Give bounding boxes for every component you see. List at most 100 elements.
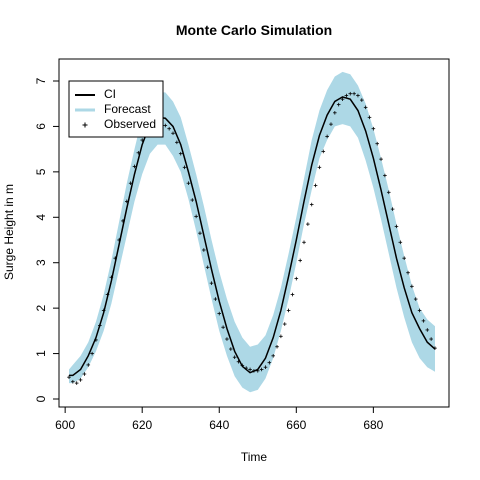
legend-label-observed: Observed: [104, 117, 156, 131]
observed-point: [344, 93, 349, 98]
observed-point: [306, 222, 310, 226]
observed-point: [78, 378, 83, 382]
x-tick-label: 600: [55, 418, 75, 432]
observed-point: [363, 105, 368, 110]
y-tick-label: 0: [34, 395, 48, 402]
observed-point: [425, 328, 430, 332]
axes-layer: 600 620 640 660 680 0 1 2 3 4 5 6 7: [34, 58, 450, 432]
observed-point: [279, 334, 283, 339]
plot-frame: [58, 58, 450, 408]
y-axis-label: Surge Height in m: [2, 184, 16, 280]
observed-point: [98, 323, 102, 328]
observed-point: [236, 359, 241, 364]
observed-point: [86, 363, 91, 367]
ci-line-layer: [69, 96, 436, 377]
observed-point: [413, 297, 418, 301]
observed-point: [90, 351, 94, 356]
observed-point: [302, 240, 306, 245]
chart-title: Monte Carlo Simulation: [176, 22, 332, 38]
observed-point: [217, 311, 222, 316]
observed-point: [321, 149, 326, 154]
observed-point: [294, 276, 299, 281]
observed-point: [317, 165, 322, 170]
observed-point: [113, 256, 118, 260]
observed-point: [367, 115, 372, 120]
observed-point: [171, 131, 175, 136]
observed-point: [421, 319, 426, 323]
observed-point: [136, 150, 141, 155]
observed-point: [124, 199, 129, 204]
observed-point: [410, 284, 414, 289]
observed-point: [178, 151, 183, 156]
observed-point: [375, 141, 380, 146]
observed-point: [313, 183, 318, 188]
observed-point: [163, 123, 168, 128]
legend-label-ci: CI: [104, 87, 116, 101]
observed-point: [282, 322, 287, 326]
observed-point: [186, 181, 191, 186]
x-tick-label: 640: [209, 418, 229, 432]
observed-point: [383, 173, 387, 178]
observed-point: [182, 165, 187, 170]
observed-point: [329, 122, 333, 126]
observed-point: [333, 111, 337, 115]
observed-point: [267, 360, 272, 365]
observed-point: [248, 367, 252, 372]
y-tick-label: 7: [34, 77, 48, 84]
observed-point: [348, 91, 353, 96]
observed-point: [286, 308, 291, 313]
observed-point: [325, 134, 329, 139]
y-tick-label: 3: [34, 259, 48, 266]
observed-point: [175, 140, 179, 145]
observed-point: [240, 363, 245, 368]
observed-point: [101, 308, 106, 313]
observed-point: [406, 270, 410, 275]
observed-point: [202, 248, 206, 252]
observed-point: [229, 347, 233, 351]
observed-point: [356, 93, 360, 98]
observed-point: [352, 91, 356, 96]
observed-point: [429, 337, 433, 341]
legend-key-observed: [82, 122, 88, 128]
observed-points-layer: [67, 91, 437, 385]
observed-point: [67, 375, 71, 379]
observed-point: [252, 369, 256, 373]
observed-point: [275, 344, 279, 349]
observed-point: [379, 157, 383, 161]
legend-label-forecast: Forecast: [104, 102, 151, 116]
observed-point: [290, 292, 295, 297]
observed-point: [132, 164, 137, 169]
observed-point: [225, 337, 229, 341]
observed-point: [105, 292, 110, 297]
observed-point: [82, 372, 87, 376]
y-tick-label: 2: [34, 304, 48, 311]
observed-point: [371, 126, 376, 131]
y-tick-label: 5: [34, 168, 48, 175]
observed-point: [255, 369, 260, 373]
observed-point: [417, 308, 422, 313]
observed-point: [244, 366, 249, 370]
observed-point: [94, 338, 98, 342]
x-tick-label: 620: [132, 418, 152, 432]
observed-point: [74, 381, 79, 385]
x-tick-label: 660: [286, 418, 306, 432]
observed-point: [259, 367, 264, 372]
observed-point: [121, 219, 125, 223]
observed-point: [309, 202, 314, 207]
observed-point: [213, 297, 218, 301]
y-tick-label: 1: [34, 350, 48, 357]
observed-point: [140, 138, 144, 142]
observed-point: [194, 214, 198, 219]
observed-point: [263, 365, 268, 369]
observed-point: [271, 354, 275, 358]
observed-point: [394, 224, 399, 229]
observed-point: [221, 325, 225, 330]
observed-point: [298, 258, 302, 263]
observed-point: [167, 126, 171, 131]
observed-point: [336, 102, 341, 107]
observed-point: [402, 256, 406, 260]
